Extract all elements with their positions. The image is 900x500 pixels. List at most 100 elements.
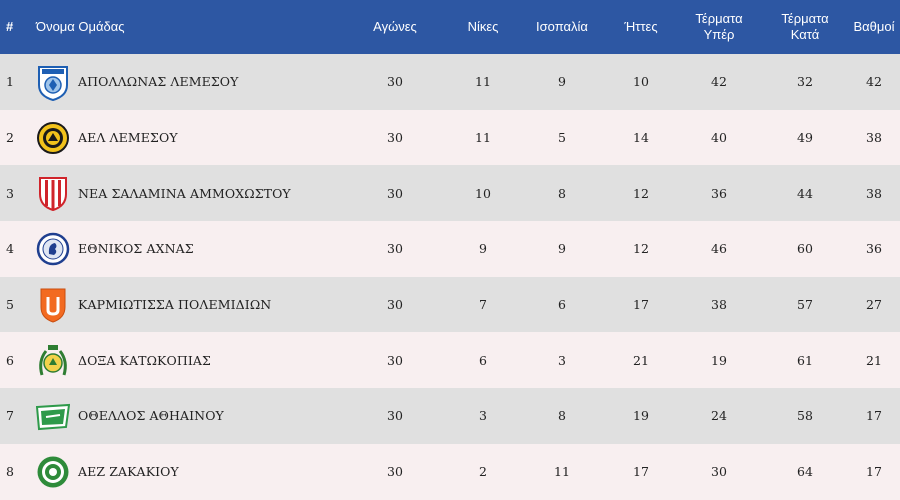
goals-for-cell: 30: [711, 464, 727, 480]
header-losses: Ήττες: [624, 19, 658, 34]
doxa-crest-icon: [36, 341, 70, 379]
team-name[interactable]: ΕΘΝΙΚΟΣ ΑΧΝΑΣ: [78, 241, 194, 257]
table-row[interactable]: 7 ΟΘΕΛΛΟΣ ΑΘΗΑΙΝΟΥ 30 3 8 19 24 58 17: [0, 388, 900, 444]
table-row[interactable]: 1 ΑΠΟΛΛΩΝΑΣ ΛΕΜΕΣΟΥ 30 11 9 10 42 32 42: [0, 54, 900, 110]
goals-against-cell: 60: [797, 241, 813, 257]
losses-cell: 14: [633, 130, 649, 146]
team-cell[interactable]: ΟΘΕΛΛΟΣ ΑΘΗΑΙΝΟΥ: [32, 388, 342, 444]
position-cell: 6: [6, 352, 14, 368]
team-name[interactable]: ΟΘΕΛΛΟΣ ΑΘΗΑΙΝΟΥ: [78, 408, 224, 424]
table-row[interactable]: 3 ΝΕΑ ΣΑΛΑΜΙΝΑ ΑΜΜΟΧΩΣΤΟΥ 30 10 8 12 36 …: [0, 165, 900, 222]
header-row: # Όνομα Ομάδας Αγώνες Νίκες Ισοπαλία Ήττ…: [0, 0, 900, 54]
wins-cell: 3: [479, 408, 487, 424]
points-cell: 17: [866, 464, 882, 480]
position-cell: 7: [6, 408, 14, 424]
position-cell: 3: [6, 185, 14, 201]
goals-for-cell: 19: [711, 352, 727, 368]
draws-cell: 6: [558, 297, 566, 313]
position-cell: 2: [6, 130, 14, 146]
goals-against-cell: 44: [797, 185, 813, 201]
team-name[interactable]: ΔΟΞΑ ΚΑΤΩΚΟΠΙΑΣ: [78, 352, 211, 368]
team-cell[interactable]: ΔΟΞΑ ΚΑΤΩΚΟΠΙΑΣ: [32, 332, 342, 388]
team-cell[interactable]: ΑΕΖ ΖΑΚΑΚΙΟΥ: [32, 444, 342, 500]
ethnikos-crest-icon: [36, 230, 70, 268]
played-cell: 30: [387, 130, 403, 146]
goals-against-cell: 57: [797, 297, 813, 313]
position-cell: 1: [6, 74, 14, 90]
points-cell: 27: [866, 297, 882, 313]
goals-for-cell: 38: [711, 297, 727, 313]
aez-crest-icon: [36, 453, 70, 491]
header-goals-for: Τέρματα Υπέρ: [695, 11, 743, 42]
header-goals-against: Τέρματα Κατά: [781, 11, 829, 42]
team-cell[interactable]: ΕΘΝΙΚΟΣ ΑΧΝΑΣ: [32, 221, 342, 277]
team-name[interactable]: ΚΑΡΜΙΩΤΙΣΣΑ ΠΟΛΕΜΙΔΙΩΝ: [78, 297, 272, 313]
header-points: Βαθμοί: [853, 19, 895, 34]
draws-cell: 8: [558, 408, 566, 424]
othellos-crest-icon: [36, 397, 70, 435]
points-cell: 38: [866, 130, 882, 146]
played-cell: 30: [387, 185, 403, 201]
goals-against-cell: 32: [797, 74, 813, 90]
header-team: Όνομα Ομάδας: [36, 19, 125, 34]
header-position: #: [6, 19, 14, 34]
losses-cell: 21: [633, 352, 649, 368]
goals-for-cell: 24: [711, 408, 727, 424]
points-cell: 38: [866, 185, 882, 201]
team-cell[interactable]: ΑΕΛ ΛΕΜΕΣΟΥ: [32, 110, 342, 166]
losses-cell: 12: [633, 241, 649, 257]
nea-salamina-crest-icon: [36, 174, 70, 212]
losses-cell: 19: [633, 408, 649, 424]
played-cell: 30: [387, 408, 403, 424]
team-name[interactable]: ΑΕΛ ΛΕΜΕΣΟΥ: [78, 130, 178, 146]
losses-cell: 10: [633, 74, 649, 90]
table-header: # Όνομα Ομάδας Αγώνες Νίκες Ισοπαλία Ήττ…: [0, 0, 900, 54]
wins-cell: 2: [479, 464, 487, 480]
played-cell: 30: [387, 297, 403, 313]
points-cell: 42: [866, 74, 882, 90]
losses-cell: 12: [633, 185, 649, 201]
position-cell: 4: [6, 241, 14, 257]
header-played: Αγώνες: [373, 19, 417, 34]
goals-against-cell: 49: [797, 130, 813, 146]
position-cell: 5: [6, 297, 14, 313]
goals-against-cell: 58: [797, 408, 813, 424]
goals-against-cell: 64: [797, 464, 813, 480]
wins-cell: 6: [479, 352, 487, 368]
wins-cell: 9: [479, 241, 487, 257]
played-cell: 30: [387, 74, 403, 90]
table-row[interactable]: 6 ΔΟΞΑ ΚΑΤΩΚΟΠΙΑΣ 30 6 3 21 19 61 21: [0, 332, 900, 389]
draws-cell: 9: [558, 241, 566, 257]
wins-cell: 10: [475, 185, 491, 201]
table-row[interactable]: 2 ΑΕΛ ΛΕΜΕΣΟΥ 30 11 5 14 40 49 38: [0, 109, 900, 166]
goals-against-cell: 61: [797, 352, 813, 368]
header-draws: Ισοπαλία: [536, 19, 588, 34]
wins-cell: 11: [475, 74, 491, 90]
team-cell[interactable]: ΑΠΟΛΛΩΝΑΣ ΛΕΜΕΣΟΥ: [32, 54, 342, 110]
team-name[interactable]: ΝΕΑ ΣΑΛΑΜΙΝΑ ΑΜΜΟΧΩΣΤΟΥ: [78, 185, 291, 201]
karmiotissa-crest-icon: [36, 286, 70, 324]
team-name[interactable]: ΑΕΖ ΖΑΚΑΚΙΟΥ: [78, 464, 179, 480]
table-body: 1 ΑΠΟΛΛΩΝΑΣ ΛΕΜΕΣΟΥ 30 11 9 10 42 32 42 …: [0, 54, 900, 500]
apollon-crest-icon: [36, 63, 70, 101]
goals-for-cell: 36: [711, 185, 727, 201]
table-row[interactable]: 4 ΕΘΝΙΚΟΣ ΑΧΝΑΣ 30 9 9 12 46 60 36: [0, 221, 900, 277]
team-name[interactable]: ΑΠΟΛΛΩΝΑΣ ΛΕΜΕΣΟΥ: [78, 74, 239, 90]
team-cell[interactable]: ΝΕΑ ΣΑΛΑΜΙΝΑ ΑΜΜΟΧΩΣΤΟΥ: [32, 165, 342, 221]
draws-cell: 9: [558, 74, 566, 90]
losses-cell: 17: [633, 464, 649, 480]
header-wins: Νίκες: [467, 19, 499, 34]
goals-for-cell: 40: [711, 130, 727, 146]
table-row[interactable]: 8 ΑΕΖ ΖΑΚΑΚΙΟΥ 30 2 11 17 30 64 17: [0, 443, 900, 500]
played-cell: 30: [387, 464, 403, 480]
table-row[interactable]: 5 ΚΑΡΜΙΩΤΙΣΣΑ ΠΟΛΕΜΙΔΙΩΝ 30 7 6 17 38 57…: [0, 276, 900, 333]
draws-cell: 11: [554, 464, 570, 480]
draws-cell: 3: [558, 352, 566, 368]
goals-for-cell: 42: [711, 74, 727, 90]
points-cell: 36: [866, 241, 882, 257]
ael-crest-icon: [36, 119, 70, 157]
draws-cell: 8: [558, 185, 566, 201]
played-cell: 30: [387, 241, 403, 257]
position-cell: 8: [6, 464, 14, 480]
team-cell[interactable]: ΚΑΡΜΙΩΤΙΣΣΑ ΠΟΛΕΜΙΔΙΩΝ: [32, 277, 342, 333]
